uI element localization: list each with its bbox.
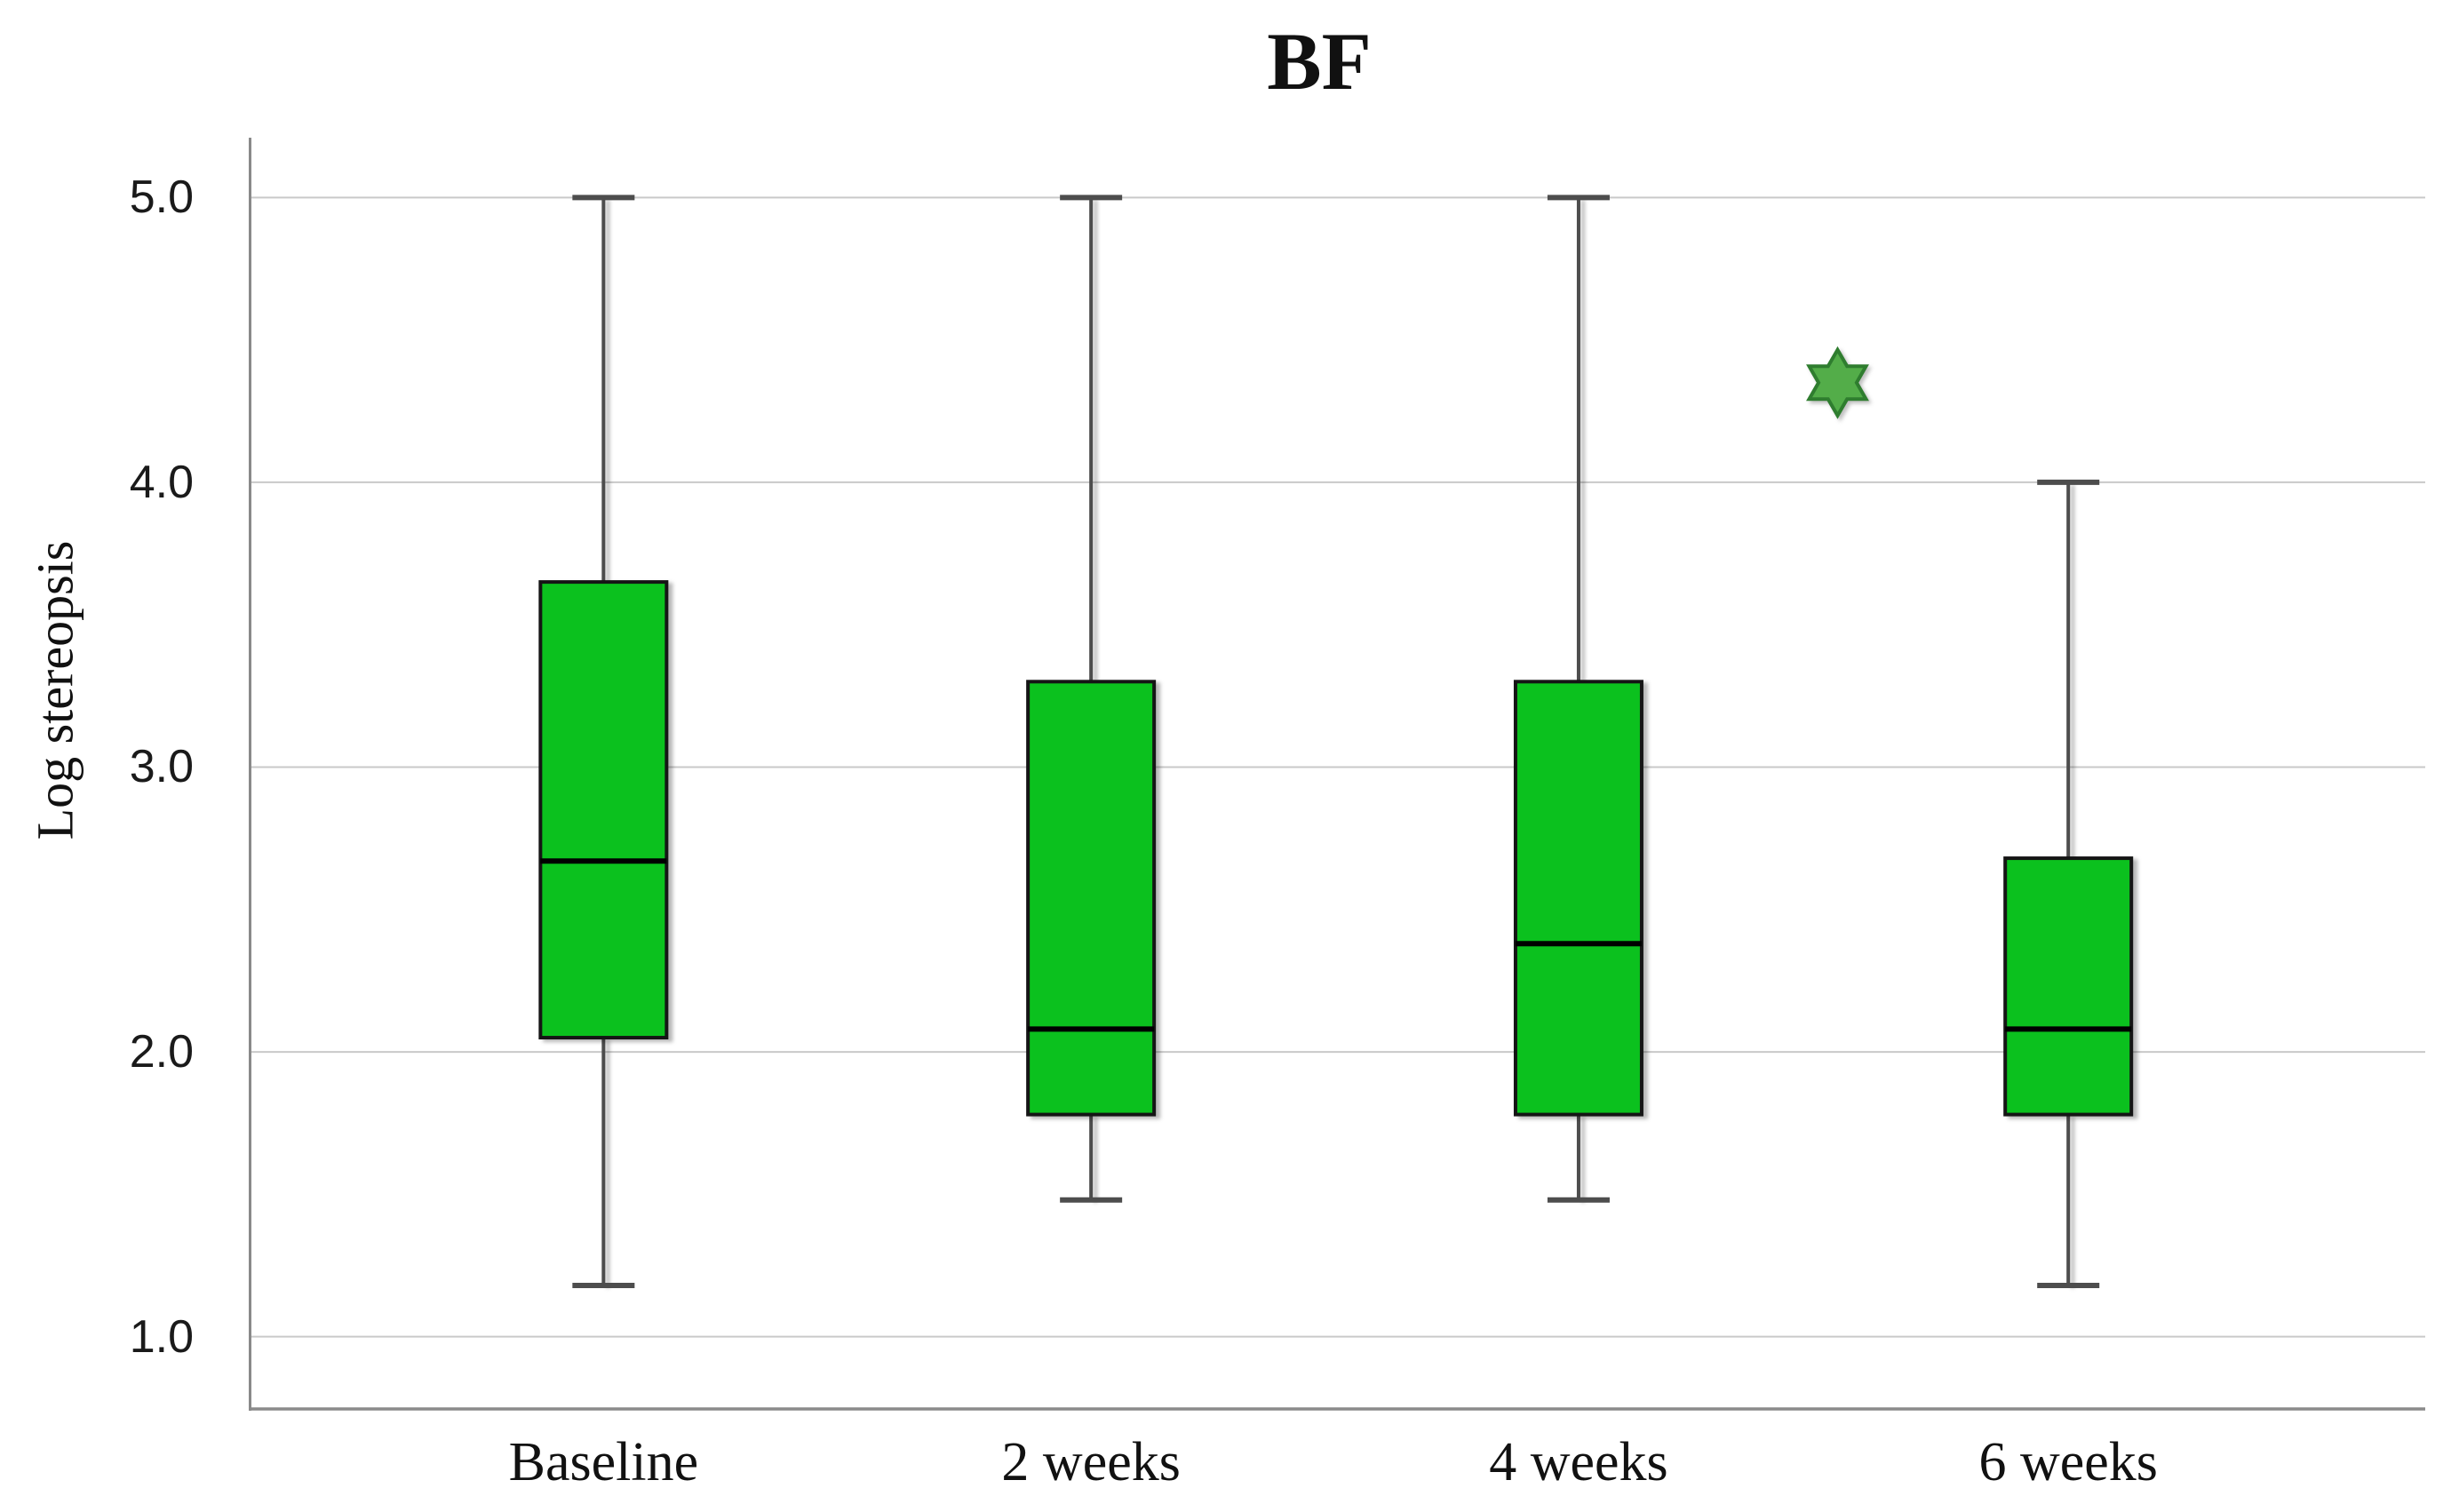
boxplot-baseline (538, 195, 669, 1288)
iqr-box (2003, 856, 2134, 1117)
boxplot-canvas (249, 138, 2425, 1411)
boxplot-4-weeks (1513, 195, 1643, 1203)
chart-title: BF (1267, 16, 1372, 107)
x-category-label: Baseline (508, 1432, 699, 1492)
y-tick-label: 1.0 (129, 1310, 194, 1363)
y-axis-title: Log stereopsis (26, 540, 84, 840)
boxplot-6-weeks (2003, 479, 2134, 1288)
iqr-box (538, 580, 669, 1040)
x-category-label: 4 weeks (1489, 1432, 1668, 1492)
iqr-box (1026, 680, 1157, 1117)
iqr-box (1513, 680, 1643, 1117)
boxplot-2-weeks (1026, 195, 1157, 1203)
x-category-label: 6 weeks (1978, 1432, 2158, 1492)
outlier-star-icon (1806, 346, 1869, 419)
y-tick-label: 3.0 (129, 741, 194, 793)
plot-area (249, 138, 2425, 1411)
y-tick-label: 4.0 (129, 456, 194, 508)
x-category-label: 2 weeks (1001, 1432, 1181, 1492)
y-tick-label: 2.0 (129, 1026, 194, 1078)
y-tick-label: 5.0 (129, 171, 194, 224)
